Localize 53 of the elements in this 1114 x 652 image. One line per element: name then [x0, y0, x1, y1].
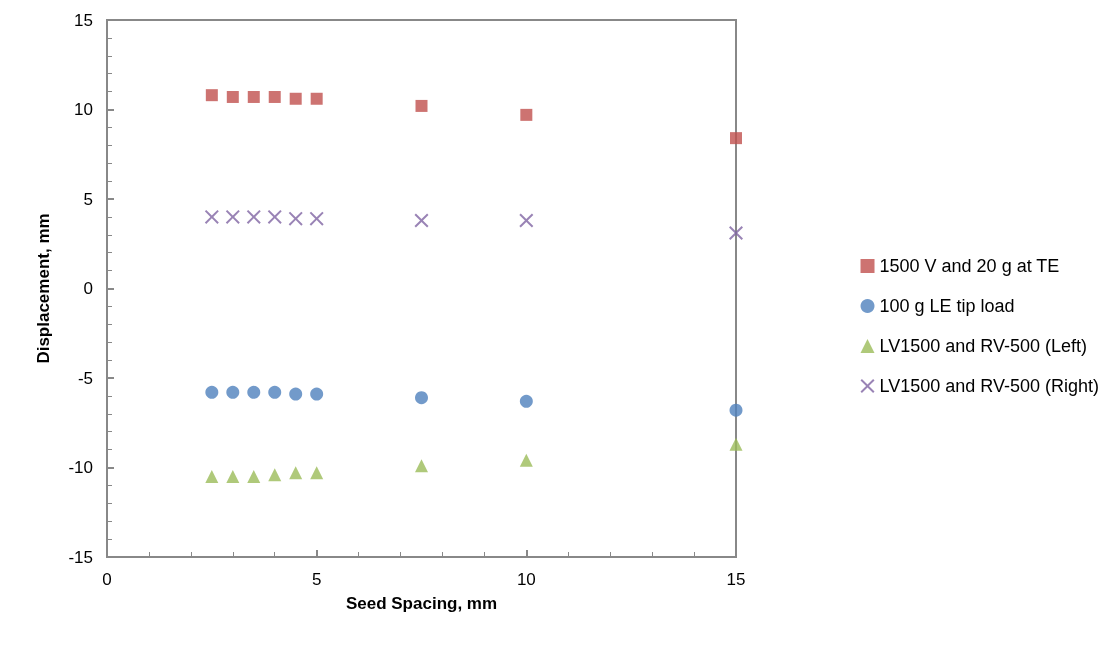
point — [289, 387, 303, 401]
point — [205, 89, 218, 102]
point — [204, 209, 219, 224]
point — [268, 90, 281, 103]
point — [246, 209, 261, 224]
y-tick-label: 10 — [74, 100, 93, 119]
point — [414, 213, 429, 228]
y-tick-label: -10 — [68, 458, 93, 477]
point — [289, 466, 303, 480]
point — [310, 466, 324, 480]
point — [729, 437, 743, 451]
point — [415, 99, 428, 112]
point — [288, 211, 303, 226]
point — [729, 403, 743, 417]
point — [519, 453, 533, 467]
legend-label: 100 g LE tip load — [879, 296, 1015, 316]
point — [226, 385, 240, 399]
point — [310, 92, 323, 105]
point — [226, 90, 239, 103]
point — [247, 385, 261, 399]
legend-label: 1500 V and 20 g at TE — [879, 256, 1060, 276]
point — [730, 132, 742, 145]
point — [268, 468, 282, 482]
point — [729, 226, 743, 241]
point — [289, 92, 302, 105]
x-tick-label: 5 — [311, 570, 322, 589]
y-tick-label: 15 — [74, 10, 93, 30]
y-axis-title: Displacement, mm — [34, 213, 53, 364]
point — [309, 211, 324, 226]
point — [205, 469, 219, 483]
point — [520, 108, 533, 121]
point — [267, 209, 282, 224]
y-tick-label: 0 — [83, 279, 93, 298]
point — [247, 90, 260, 103]
point — [225, 209, 240, 224]
x-tick-label: 0 — [102, 570, 112, 589]
point — [310, 387, 324, 401]
x-axis-title: Seed Spacing, mm — [345, 594, 498, 613]
point — [415, 459, 428, 473]
point — [519, 394, 533, 408]
point — [226, 469, 240, 483]
point — [415, 391, 428, 405]
x-tick-label: 10 — [516, 570, 536, 589]
legend-label: LV1500 and RV-500 (Left) — [879, 336, 1087, 356]
y-tick-label: 5 — [83, 189, 93, 209]
point — [268, 385, 282, 399]
point — [247, 469, 261, 483]
x-tick-label: 15 — [726, 570, 746, 589]
y-tick-label: -5 — [77, 368, 93, 388]
y-tick-label: -15 — [68, 547, 93, 567]
point — [205, 385, 219, 399]
point — [519, 213, 534, 228]
legend-label: LV1500 and RV-500 (Right) — [879, 376, 1099, 396]
